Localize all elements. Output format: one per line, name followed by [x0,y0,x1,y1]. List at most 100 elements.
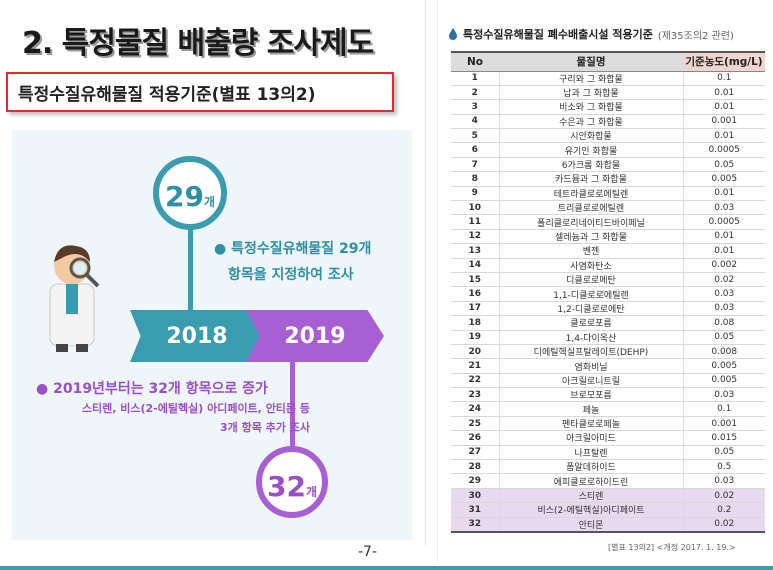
table-footnote: [별표 13의2] <개정 2017. 1. 19.> [608,543,736,552]
concentration-value: 0.02 [683,272,765,288]
row-number: 27 [451,445,499,461]
substance-name: 스티렌 [498,488,684,504]
concentration-value: 0.01 [683,85,765,101]
table-row: 14 사염화탄소 0.002 [451,258,765,273]
row-number: 5 [451,128,499,144]
row-number: 19 [451,330,499,345]
row-number: 4 [451,114,499,130]
concentration-value: 0.001 [683,114,765,130]
row-number: 30 [451,488,499,504]
water-drop-icon [449,28,457,40]
concentration-value: 0.0005 [683,142,765,158]
substance-name: 카드뮴과 그 화합물 [498,171,684,187]
table-heading: 특정수질유해물질 폐수배출시설 적용기준 (제35조의2 관련) [448,26,734,42]
substance-name: 비스(2-에틸헥실)아디페이트 [498,502,684,518]
concentration-value: 0.002 [683,258,765,273]
table-heading-text: 특정수질유해물질 폐수배출시설 적용기준 [463,28,653,41]
row-number: 8 [451,171,499,187]
year-2019-label: 2019 [284,323,346,349]
timeline-line-2018 [188,214,193,314]
table-row: 4 수은과 그 화합물 0.001 [451,114,765,130]
table-heading-ref: (제35조의2 관련) [657,30,734,42]
bullet-icon: ● [36,381,54,397]
concentration-value: 0.01 [683,128,765,144]
concentration-value: 0.01 [683,186,765,202]
table-row: 13 벤젠 0.01 [451,243,765,259]
concentration-value: 0.5 [683,459,765,475]
row-number: 32 [451,517,499,533]
concentration-value: 0.005 [683,358,765,374]
row-number: 25 [451,416,499,432]
count-29-number: 29 [164,180,204,213]
table-row: 32 안티몬 0.02 [451,517,765,533]
row-number: 20 [451,344,499,360]
concentration-value: 0.01 [683,229,765,245]
row-number: 3 [451,99,499,115]
concentration-value: 0.005 [683,373,765,389]
substance-name: 디클로로메탄 [498,272,684,288]
scientist-illustration [49,245,100,352]
concentration-value: 0.01 [683,99,765,115]
page-number: -7- [358,544,378,560]
concentration-value: 0.02 [683,517,765,533]
note-32-items: ● 2019년부터는 32개 항목으로 증가 스티렌, 비스(2-에틸헥실) 아… [36,380,336,437]
row-number: 15 [451,272,499,288]
table-header-row: No 물질명 기준농도(mg/L) [451,51,765,72]
table-row: 10 트리클로로에틸렌 0.03 [451,200,765,216]
table-row: 25 펜타클로로페놀 0.001 [451,416,765,432]
row-number: 14 [451,258,499,273]
table-row: 19 1,4-다이옥산 0.05 [451,330,765,345]
table-row: 22 아크릴로니트릴 0.005 [451,373,765,389]
row-number: 24 [451,401,499,417]
substance-name: 벤젠 [498,243,684,259]
row-number: 31 [451,502,499,518]
table-body: 1 구리와 그 화합물 0.1 2 납과 그 화합물 0.01 3 비소와 그 화합물 0.01… [451,71,765,533]
note-29-line1: 특정수질유해물질 29개 [231,241,372,257]
subtitle-text: 특정수질유해물질 적용기준(별표 13의2) [18,84,316,105]
substance-name: 트리클로로에틸렌 [498,200,684,216]
column-header-concentration: 기준농도(mg/L) [683,51,765,72]
note-32-line1: 2019년부터는 32개 항목으로 증가 [53,381,268,397]
concentration-value: 0.05 [683,157,765,173]
substance-name: 펜타클로로페놀 [498,416,684,432]
row-number: 12 [451,229,499,245]
row-number: 23 [451,387,499,403]
concentration-value: 0.03 [683,387,765,403]
table-row: 28 폼알데하이드 0.5 [451,459,765,475]
row-number: 10 [451,200,499,216]
table-row: 26 아크릴아미드 0.015 [451,430,765,446]
substance-name: 클로로포름 [498,315,684,331]
substance-name: 에피클로로하이드린 [498,473,684,489]
count-circle-32: 32 개 [256,446,328,518]
table-row: 5 시안화합물 0.01 [451,128,765,144]
arrow-2018: 2018 [130,310,264,362]
row-number: 11 [451,214,499,230]
substance-name: 아크릴아미드 [498,430,684,446]
concentration-value: 0.03 [683,286,765,302]
row-number: 2 [451,85,499,101]
concentration-value: 0.001 [683,416,765,432]
concentration-value: 0.05 [683,445,765,461]
note-32-line2: 스티렌, 비스(2-에틸헥실) 아디페이트, 안티몬 등 [81,402,310,415]
concentration-value: 0.03 [683,301,765,317]
concentration-value: 0.05 [683,330,765,345]
year-2018-label: 2018 [166,323,228,349]
concentration-value: 0.03 [683,200,765,216]
table-row: 2 납과 그 화합물 0.01 [451,85,765,101]
table-row: 16 1,1-디클로로에틸렌 0.03 [451,286,765,302]
bullet-icon: ● [214,241,232,257]
row-number: 26 [451,430,499,446]
panel-divider [425,0,426,545]
footer-line [0,566,773,570]
concentration-value: 0.008 [683,344,765,360]
table-row: 15 디클로로메탄 0.02 [451,272,765,288]
substance-name: 납과 그 화합물 [498,85,684,101]
note-29-items: ● 특정수질유해물질 29개 항목을 지정하여 조사 [214,236,414,288]
substance-name: 폴리클로리네이티드바이페닐 [498,214,684,230]
row-number: 28 [451,459,499,475]
substance-name: 시안화합물 [498,128,684,144]
row-number: 7 [451,157,499,173]
concentration-value: 0.1 [683,401,765,417]
substance-name: 셀레늄과 그 화합물 [498,229,684,245]
row-number: 17 [451,301,499,317]
